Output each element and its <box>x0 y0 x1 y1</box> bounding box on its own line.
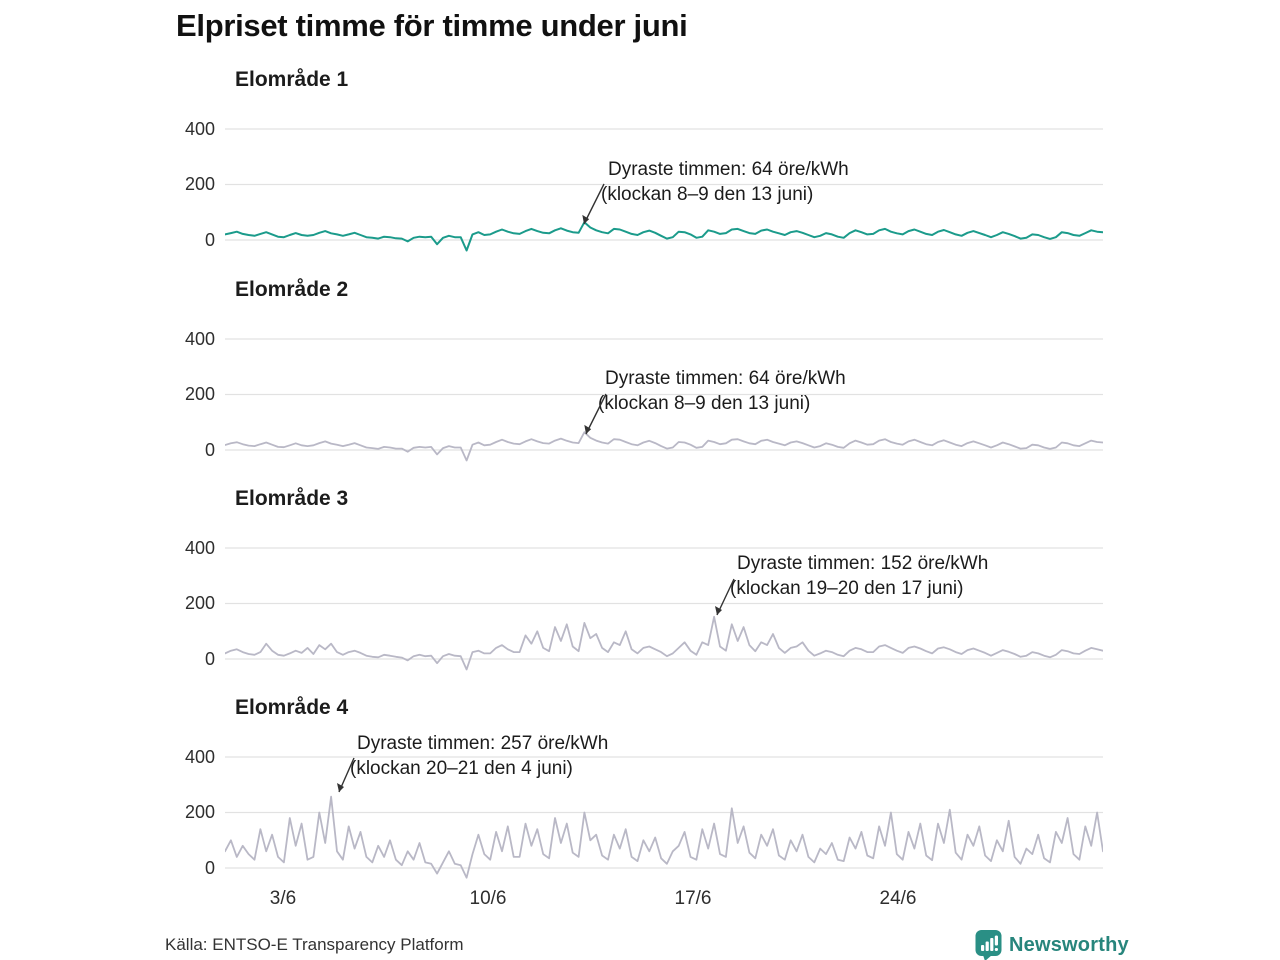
annotation-arrow-icon <box>584 393 607 435</box>
y-tick-200: 200 <box>184 174 215 194</box>
max-annotation: Dyraste timmen: 64 öre/kWh (klockan 8–9 … <box>601 157 849 207</box>
newsworthy-brand: Newsworthy <box>975 929 1129 960</box>
x-tick-17-6: 17/6 <box>674 888 712 909</box>
source-attribution: Källa: ENTSO-E Transparency Platform <box>165 935 464 954</box>
annotation-arrow-icon <box>337 757 355 793</box>
max-annotation-line1: Dyraste timmen: 152 öre/kWh <box>737 553 989 574</box>
y-tick-0: 0 <box>204 649 215 669</box>
annotation-arrow-icon <box>582 183 605 225</box>
y-tick-400: 400 <box>184 747 215 767</box>
max-annotation-line2: (klockan 19–20 den 17 juni) <box>730 578 964 599</box>
y-tick-0: 0 <box>204 230 215 250</box>
y-tick-0: 0 <box>204 858 215 878</box>
max-annotation: Dyraste timmen: 64 öre/kWh (klockan 8–9 … <box>598 366 846 416</box>
y-tick-400: 400 <box>184 119 215 139</box>
line-chart-elomrade-1 <box>225 128 1103 252</box>
plot-area <box>225 734 1103 884</box>
chart-section-elomrade-2: Elområde 2 400 200 0 Dyraste timmen: 64 … <box>0 276 1280 486</box>
x-tick-10-6: 10/6 <box>469 888 507 909</box>
max-annotation-line1: Dyraste timmen: 257 öre/kWh <box>357 733 609 754</box>
x-tick-3-6: 3/6 <box>269 888 297 909</box>
y-tick-400: 400 <box>184 329 215 349</box>
max-annotation-line1: Dyraste timmen: 64 öre/kWh <box>605 368 846 389</box>
page-title: Elpriset timme för timme under juni <box>176 8 688 43</box>
max-annotation-line1: Dyraste timmen: 64 öre/kWh <box>608 159 849 180</box>
chart-subtitle: Elområde 4 <box>235 696 349 719</box>
max-annotation-line2: (klockan 8–9 den 13 juni) <box>601 184 814 205</box>
y-tick-200: 200 <box>184 593 215 613</box>
x-tick-24-6: 24/6 <box>879 888 917 909</box>
chart-subtitle: Elområde 3 <box>235 487 349 510</box>
chart-section-elomrade-3: Elområde 3 400 200 0 Dyraste timmen: 152… <box>0 485 1280 695</box>
newsworthy-logo-icon <box>975 930 1002 960</box>
annotation-arrow-icon <box>715 578 735 616</box>
line-chart-elomrade-3 <box>225 547 1103 671</box>
max-annotation: Dyraste timmen: 152 öre/kWh (klockan 19–… <box>730 551 988 601</box>
max-annotation-line2: (klockan 20–21 den 4 juni) <box>350 758 573 779</box>
y-tick-0: 0 <box>204 440 215 460</box>
line-chart-elomrade-4 <box>225 756 1103 879</box>
plot-area <box>225 525 1103 675</box>
chart-section-elomrade-1: Elområde 1 400 200 0 Dyraste timmen: 64 … <box>0 66 1280 276</box>
y-tick-400: 400 <box>184 538 215 558</box>
y-tick-200: 200 <box>184 802 215 822</box>
x-axis: 3/6 10/6 17/6 24/6 <box>0 888 1280 914</box>
chart-subtitle: Elområde 2 <box>235 278 349 301</box>
chart-section-elomrade-4: Elområde 4 400 200 0 Dyraste timmen: 257… <box>0 694 1280 904</box>
y-tick-200: 200 <box>184 384 215 404</box>
chart-subtitle: Elområde 1 <box>235 68 349 91</box>
max-annotation: Dyraste timmen: 257 öre/kWh (klockan 20–… <box>350 731 608 781</box>
newsworthy-brand-name: Newsworthy <box>1009 933 1129 956</box>
plot-area <box>225 106 1103 256</box>
plot-area <box>225 316 1103 466</box>
max-annotation-line2: (klockan 8–9 den 13 juni) <box>598 393 811 414</box>
line-chart-elomrade-2 <box>225 338 1103 462</box>
